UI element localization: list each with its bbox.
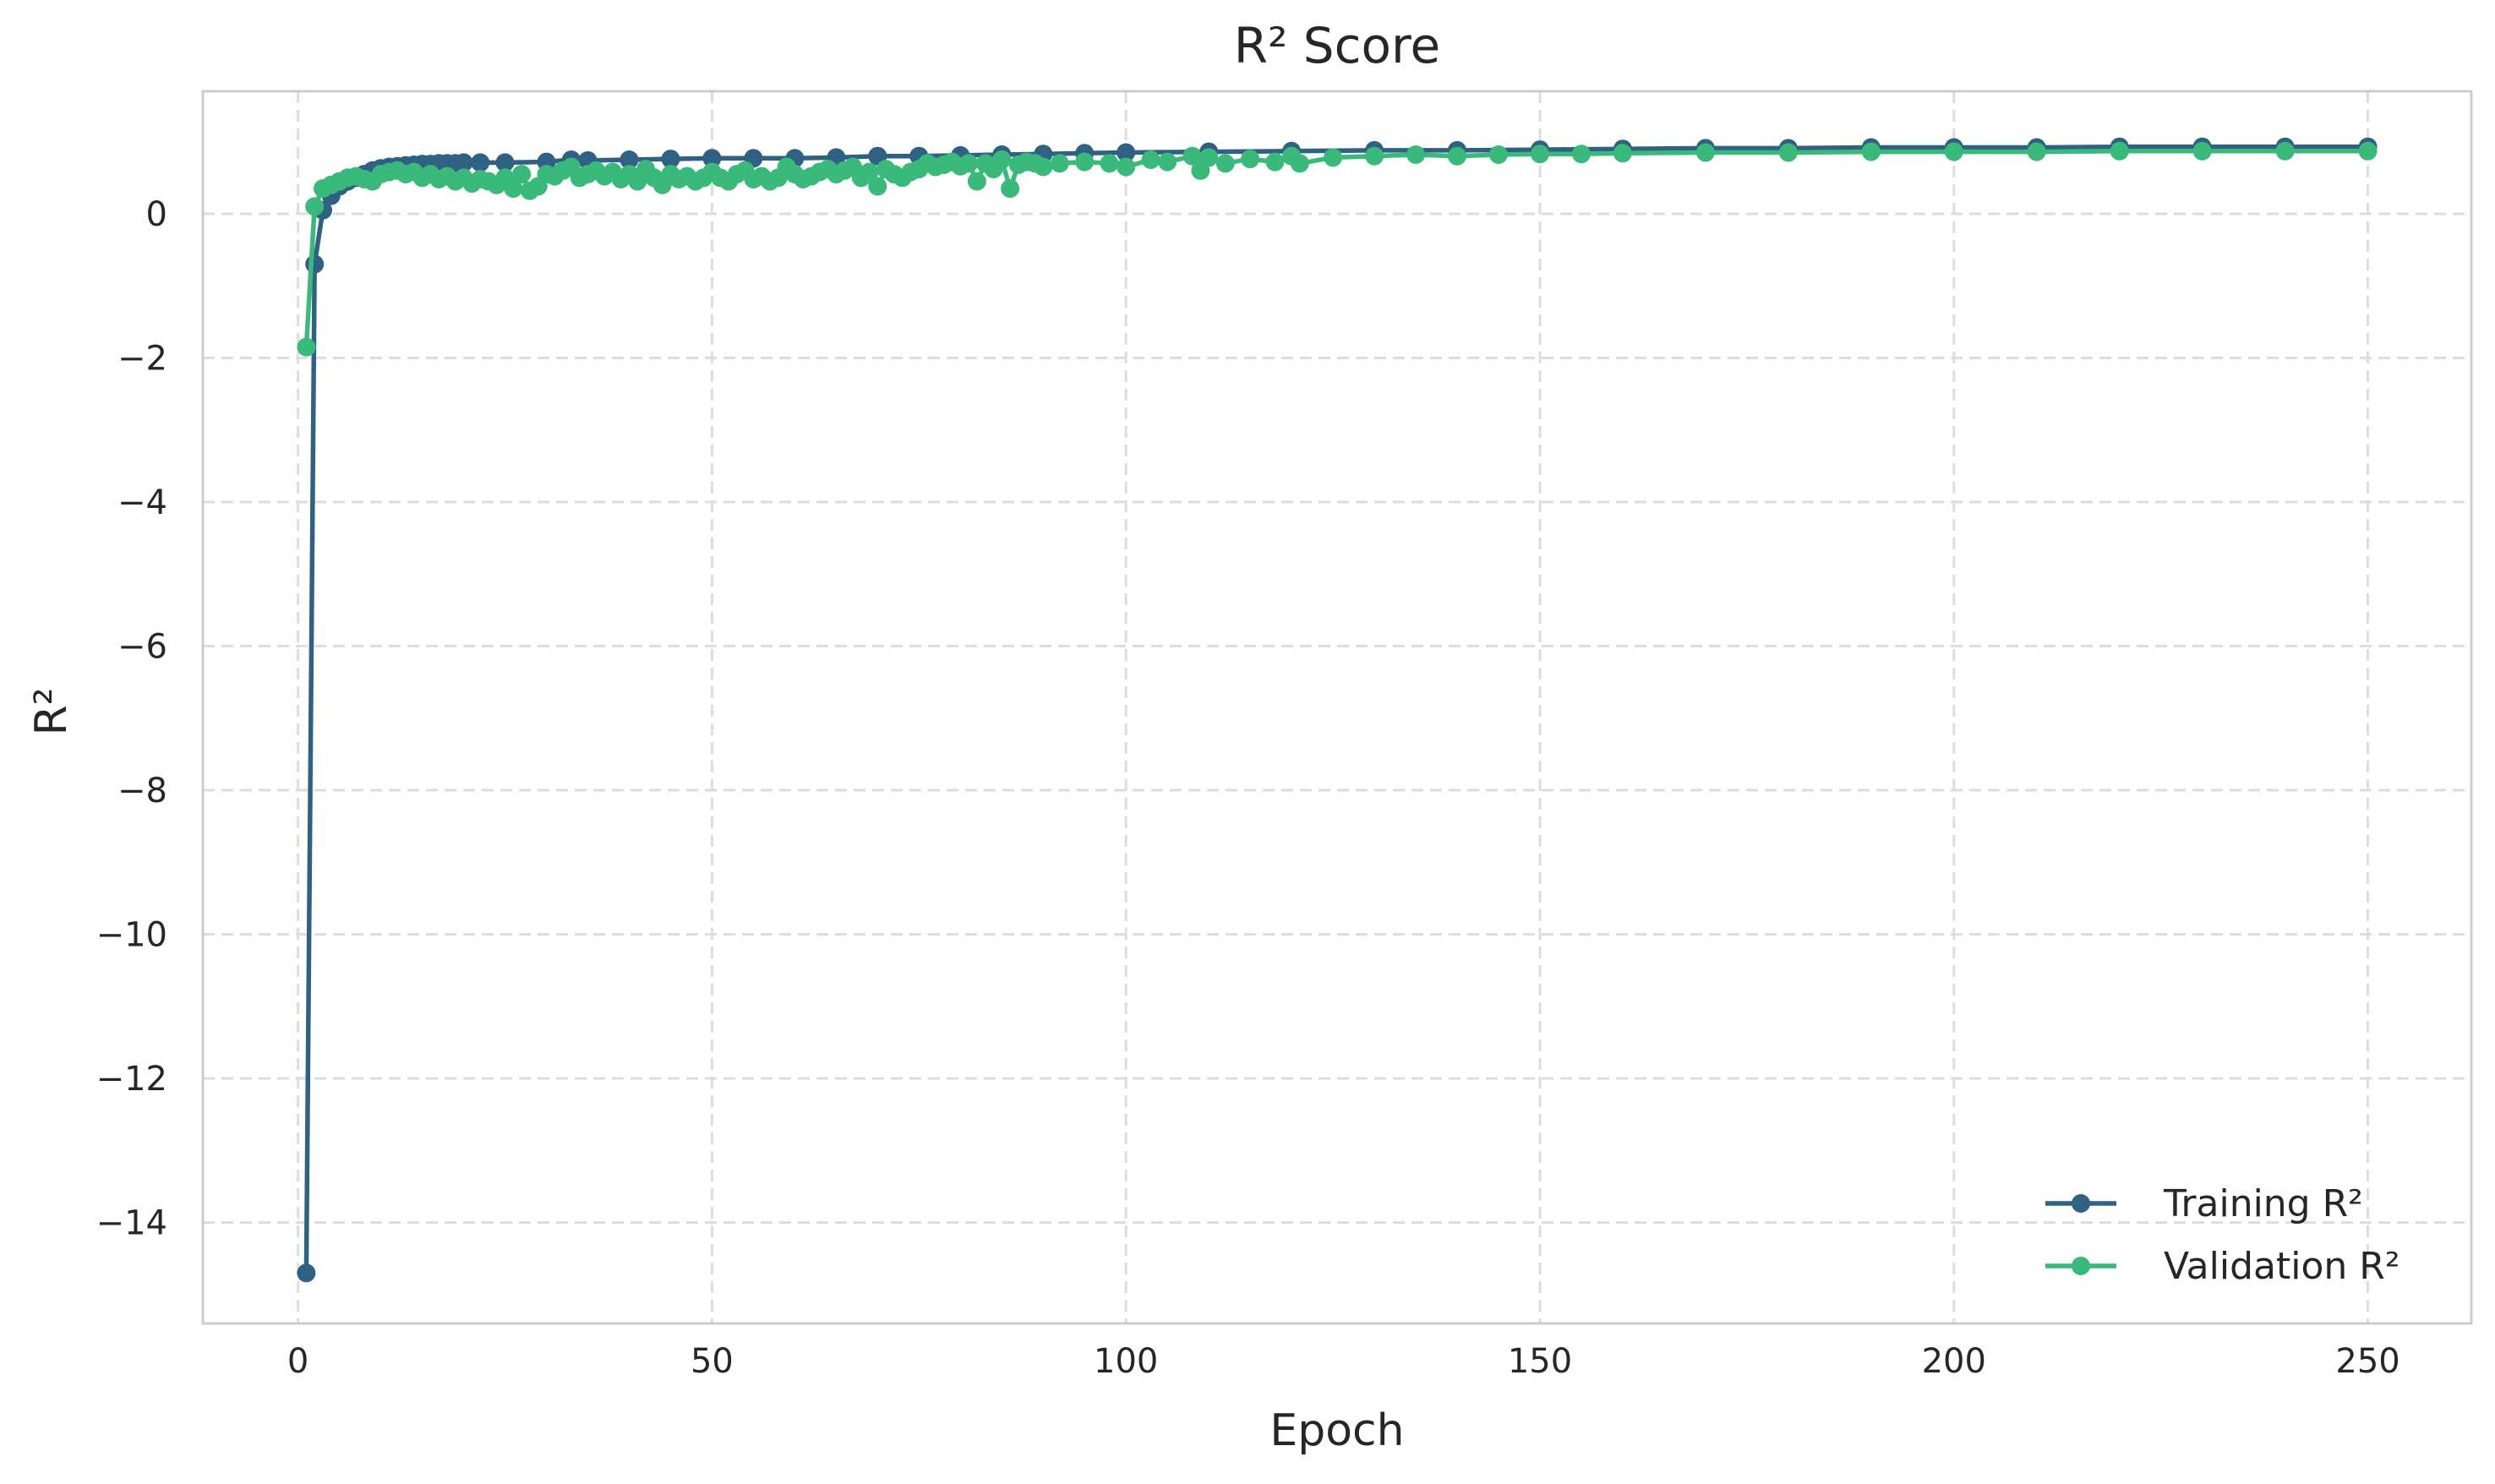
data-point <box>1489 145 1508 164</box>
y-tick-label: −8 <box>117 772 167 810</box>
y-axis-label: R² <box>26 688 77 736</box>
legend: Training R² Validation R² <box>2045 1182 2399 1288</box>
data-point <box>1265 152 1285 172</box>
y-tick-label: −4 <box>117 483 167 522</box>
y-tick-label: 0 <box>146 195 167 234</box>
x-tick-label: 150 <box>1508 1342 1572 1381</box>
data-point <box>1050 154 1069 173</box>
data-point <box>1116 143 1136 162</box>
legend-label: Training R² <box>2163 1182 2363 1225</box>
data-point <box>1613 144 1632 163</box>
x-tick-label: 250 <box>2335 1342 2399 1381</box>
x-tick-label: 50 <box>691 1342 734 1381</box>
x-axis-label: Epoch <box>1269 1405 1404 1456</box>
chart-title: R² Score <box>1234 17 1440 74</box>
y-tick-label: −12 <box>96 1060 167 1099</box>
legend-marker <box>2072 1257 2090 1275</box>
y-tick-label: −10 <box>96 916 167 955</box>
data-point <box>620 150 639 169</box>
data-point <box>297 337 316 357</box>
y-tick-label: −6 <box>117 628 167 667</box>
y-tick-label: −14 <box>96 1204 167 1243</box>
tick-labels: 0 50 100 150 200 250 0 −2 −4 −6 −8 −10 −12 −14 <box>96 195 2400 1381</box>
legend-marker <box>2072 1194 2090 1213</box>
legend-label: Validation R² <box>2164 1245 2399 1288</box>
data-point <box>1365 146 1384 166</box>
data-point <box>1075 152 1095 172</box>
data-point <box>1182 146 1202 166</box>
series-validation <box>297 141 2378 357</box>
data-point <box>2275 141 2295 161</box>
data-point <box>2110 141 2129 161</box>
data-point <box>471 153 490 172</box>
data-point <box>1572 145 1591 164</box>
data-point <box>959 154 979 173</box>
series-group <box>297 137 2378 1283</box>
y-tick-label: −2 <box>117 339 167 378</box>
data-point <box>1199 148 1219 167</box>
data-point <box>1215 154 1235 173</box>
data-point <box>297 1263 316 1283</box>
data-point <box>1531 145 1549 164</box>
data-point <box>1944 142 1963 161</box>
data-point <box>1034 157 1053 177</box>
x-tick-label: 0 <box>287 1342 308 1381</box>
data-point <box>702 149 722 168</box>
data-point <box>454 153 473 172</box>
data-point <box>992 150 1012 169</box>
data-point <box>1778 143 1798 162</box>
series-line <box>303 144 2368 1274</box>
data-point <box>2192 141 2212 161</box>
data-point <box>1100 154 1119 173</box>
data-point <box>512 165 532 184</box>
data-point <box>860 162 879 182</box>
series-training <box>297 137 2378 1283</box>
data-point <box>2027 142 2046 161</box>
data-point <box>967 172 986 191</box>
data-point <box>868 177 887 196</box>
x-tick-label: 100 <box>1094 1342 1158 1381</box>
data-point <box>1861 142 1881 161</box>
data-point <box>504 179 523 199</box>
data-point <box>1290 154 1309 173</box>
data-point <box>1695 143 1715 162</box>
data-point <box>1158 152 1177 172</box>
x-tick-label: 200 <box>1922 1342 1986 1381</box>
data-point <box>661 150 680 169</box>
data-point <box>305 197 325 216</box>
data-point <box>1001 179 1020 199</box>
data-point <box>495 153 515 172</box>
data-point <box>1448 146 1466 166</box>
data-point <box>1324 148 1343 167</box>
plot-frame <box>201 90 2473 1325</box>
data-point <box>1116 157 1136 177</box>
data-point <box>1406 145 1426 164</box>
data-point <box>305 254 325 274</box>
data-point <box>1241 150 1260 169</box>
data-point <box>1141 150 1160 169</box>
data-point <box>2358 141 2378 161</box>
grid <box>203 91 2471 1323</box>
